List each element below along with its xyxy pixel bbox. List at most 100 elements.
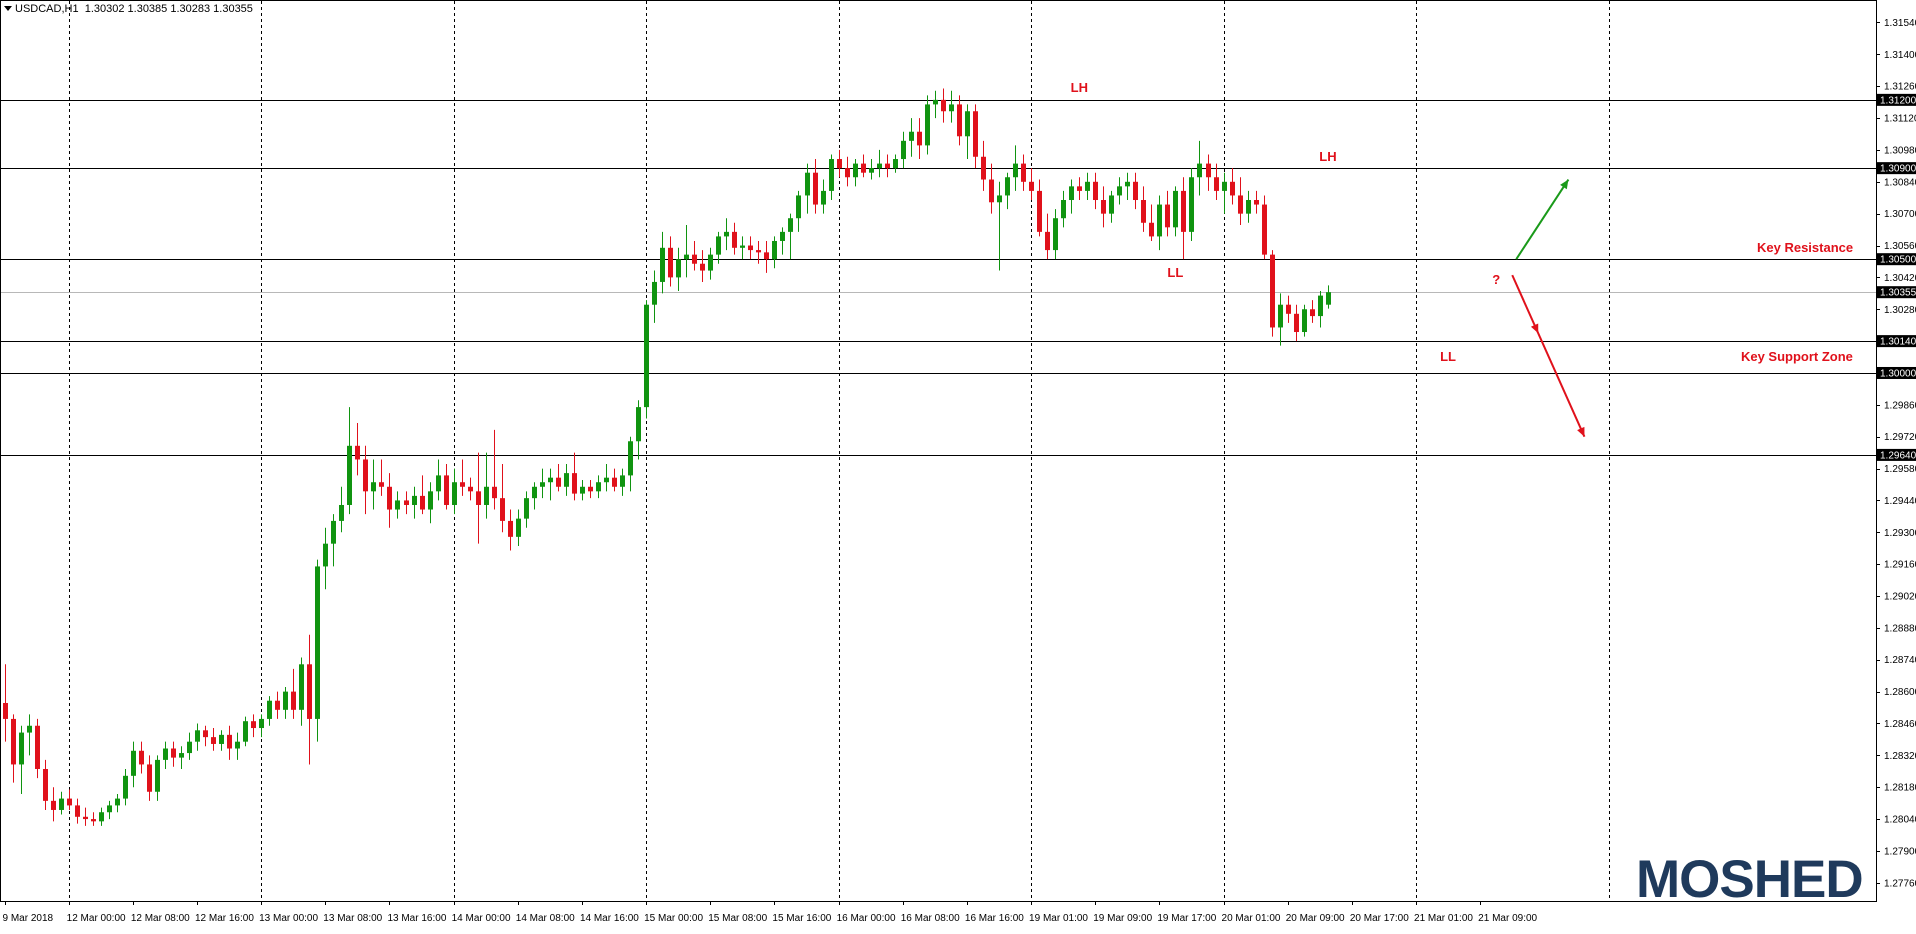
candle-body bbox=[1165, 204, 1170, 228]
candle-body bbox=[973, 111, 978, 157]
candle-body bbox=[917, 131, 922, 146]
time-tick-label: 19 Mar 09:00 bbox=[1093, 913, 1152, 924]
candle bbox=[981, 140, 986, 191]
candle-body bbox=[885, 163, 890, 169]
candle-body bbox=[692, 254, 697, 264]
candle bbox=[1222, 172, 1227, 214]
symbol-info: USDCAD,H1 1.30302 1.30385 1.30283 1.3035… bbox=[4, 3, 253, 15]
candle bbox=[155, 755, 160, 801]
candle bbox=[379, 459, 384, 496]
candle-body bbox=[805, 172, 810, 196]
candle bbox=[805, 163, 810, 214]
candle bbox=[885, 154, 890, 178]
arrow-shaft bbox=[1515, 178, 1570, 260]
candle bbox=[708, 247, 713, 280]
candle-body bbox=[508, 520, 513, 537]
candle-body bbox=[596, 482, 601, 492]
candle-body bbox=[83, 816, 88, 820]
chart-annotation: LL bbox=[1167, 264, 1184, 280]
candle bbox=[75, 798, 80, 824]
candle-body bbox=[492, 486, 497, 499]
candle bbox=[1093, 172, 1098, 210]
candle-body bbox=[700, 263, 705, 271]
price-tick-label: 1.27760 bbox=[1884, 878, 1916, 889]
level-price-tag: 1.30140 bbox=[1877, 335, 1916, 348]
candle bbox=[363, 445, 368, 515]
candle bbox=[652, 270, 657, 323]
candle bbox=[604, 464, 609, 492]
candle-body bbox=[452, 482, 457, 505]
candle-body bbox=[412, 495, 417, 505]
price-tick-label: 1.30420 bbox=[1884, 273, 1916, 284]
level-tag-bg bbox=[1877, 335, 1916, 348]
candle-body bbox=[179, 753, 184, 758]
level-price-tag: 1.29640 bbox=[1877, 448, 1916, 461]
candle-body bbox=[155, 759, 160, 792]
candle-body bbox=[323, 543, 328, 567]
level-tag-bg bbox=[1877, 162, 1916, 175]
price-tick-label: 1.28460 bbox=[1884, 719, 1916, 730]
candle-body bbox=[1310, 309, 1315, 317]
time-tick-label: 12 Mar 16:00 bbox=[195, 913, 254, 924]
candle-body bbox=[877, 163, 882, 169]
candle bbox=[484, 452, 489, 519]
candle bbox=[756, 240, 761, 264]
candle-body bbox=[524, 498, 529, 519]
candle-body bbox=[187, 741, 192, 754]
candle-body bbox=[901, 140, 906, 160]
price-tick-label: 1.31260 bbox=[1884, 82, 1916, 93]
price-tick-label: 1.28040 bbox=[1884, 815, 1916, 826]
candle-body bbox=[548, 477, 553, 483]
projection-arrow-down[interactable] bbox=[1511, 274, 1586, 438]
dropdown-arrow-icon[interactable] bbox=[4, 6, 12, 11]
level-price-tag: 1.31200 bbox=[1877, 93, 1916, 106]
candle-body bbox=[756, 250, 761, 253]
level-tag-label: 1.29640 bbox=[1880, 450, 1916, 461]
candle bbox=[1270, 250, 1275, 337]
candle bbox=[877, 149, 882, 178]
candle-body bbox=[259, 718, 264, 729]
candle bbox=[371, 459, 376, 510]
candle-body bbox=[355, 445, 360, 460]
candle bbox=[163, 741, 168, 769]
price-tick-label: 1.30280 bbox=[1884, 305, 1916, 316]
candle-body bbox=[925, 104, 930, 146]
projection-arrow-up[interactable] bbox=[1515, 178, 1570, 260]
time-tick-label: 21 Mar 01:00 bbox=[1414, 913, 1473, 924]
price-axis: 1.27760 1.27900 1.28040 1.28180 1.28320 1.284… bbox=[1876, 18, 1916, 889]
candle-body bbox=[1125, 181, 1130, 187]
candle bbox=[941, 88, 946, 123]
current-price-tag: 1.30355 bbox=[1877, 286, 1916, 299]
candle-body bbox=[1005, 177, 1010, 196]
candle-body bbox=[957, 104, 962, 137]
price-tick-label: 1.27900 bbox=[1884, 846, 1916, 857]
candle bbox=[259, 714, 264, 738]
candle bbox=[1125, 172, 1130, 201]
candle bbox=[1077, 177, 1082, 201]
candle bbox=[1101, 186, 1106, 228]
candle bbox=[716, 231, 721, 264]
candle-body bbox=[331, 520, 336, 544]
candle bbox=[1238, 177, 1243, 226]
candle-body bbox=[1013, 163, 1018, 178]
candle-body bbox=[147, 764, 152, 792]
candle-body bbox=[11, 718, 16, 765]
candle-body bbox=[612, 477, 617, 487]
candle-body bbox=[395, 500, 400, 510]
candle bbox=[612, 468, 617, 492]
candle bbox=[1013, 145, 1018, 191]
level-tag-label: 1.30140 bbox=[1880, 337, 1916, 348]
price-tick-label: 1.28180 bbox=[1884, 783, 1916, 794]
plot-frame bbox=[0, 0, 1877, 902]
price-tick-label: 1.29720 bbox=[1884, 432, 1916, 443]
candle-body bbox=[1206, 163, 1211, 178]
candle bbox=[339, 486, 344, 533]
price-tick-label: 1.30840 bbox=[1884, 177, 1916, 188]
candle-body bbox=[1117, 186, 1122, 196]
candle-body bbox=[965, 111, 970, 137]
candle bbox=[853, 159, 858, 187]
candle bbox=[243, 716, 248, 747]
candle-body bbox=[203, 730, 208, 738]
moshed-logo: MOSHED bbox=[1636, 850, 1864, 909]
